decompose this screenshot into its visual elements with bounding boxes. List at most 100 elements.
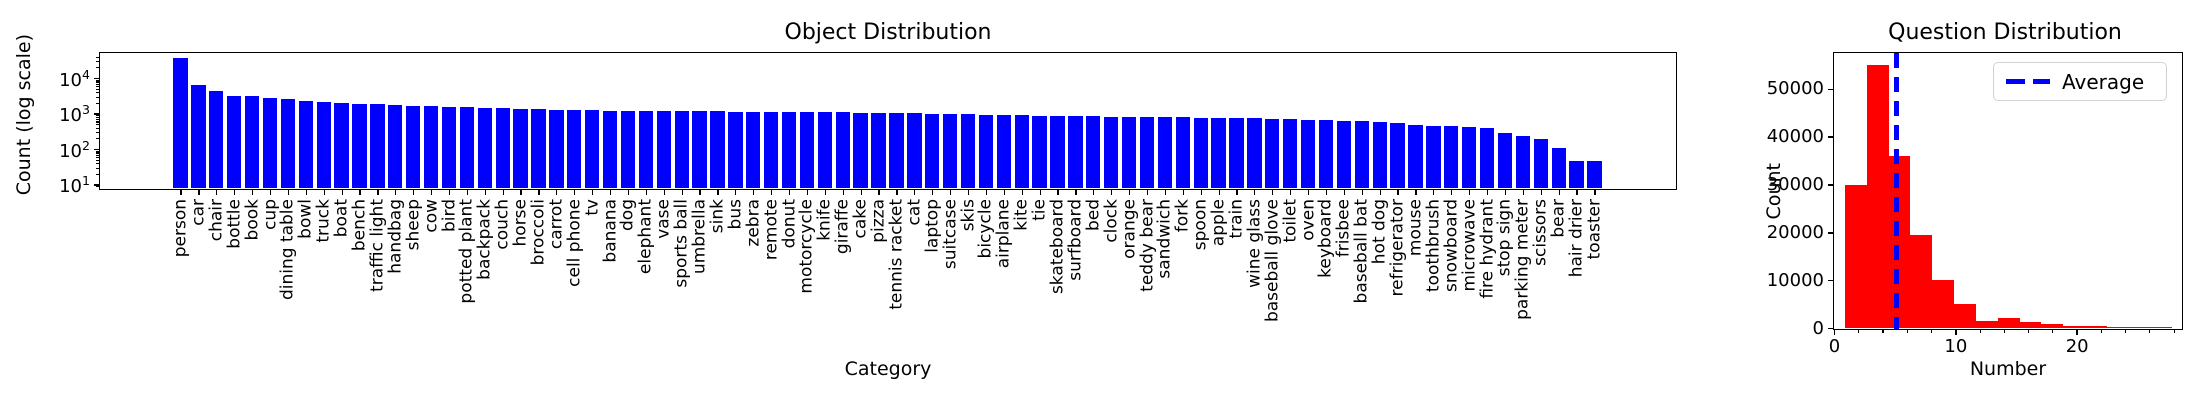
x-tick-mark [1093, 190, 1095, 195]
x-minor-tick-mark [1906, 330, 1908, 333]
y-minor-tick-mark [95, 92, 100, 94]
hist-bin-3 [1910, 234, 1933, 328]
category-tick-label: vase [653, 199, 674, 239]
legend: Average [1993, 62, 2167, 101]
bar-suitcase [942, 113, 958, 188]
y-tick-label: 102 [59, 137, 90, 162]
x-tick-mark [538, 190, 540, 195]
category-tick-label: bench [349, 199, 370, 252]
category-tick-label: motorcycle [796, 199, 817, 294]
bar-toothbrush [1426, 125, 1441, 188]
bar-bed [1086, 116, 1101, 188]
right-x-axis-label: Number [1969, 358, 2047, 380]
category-tick-label: dog [617, 199, 638, 231]
x-tick-mark [717, 190, 719, 195]
y-tick-label: 101 [59, 173, 90, 198]
hist-bin-11 [2085, 326, 2107, 328]
x-tick-mark [950, 190, 952, 195]
x-tick-mark [1576, 190, 1578, 195]
hist-bin-4 [1932, 280, 1955, 328]
category-tick-label: teddy bear [1137, 199, 1158, 292]
category-tick-label: skis [958, 199, 979, 232]
bar-truck [316, 102, 331, 188]
category-tick-label: boat [331, 199, 352, 238]
category-tick-label: fire hydrant [1477, 199, 1498, 299]
x-tick-label: 10 [1944, 336, 1968, 357]
x-tick-mark [1290, 190, 1292, 195]
x-tick-mark [1111, 190, 1113, 195]
category-tick-label: clock [1101, 199, 1122, 243]
x-tick-mark [341, 190, 343, 195]
x-tick-mark [645, 190, 647, 195]
y-minor-tick-mark [95, 173, 100, 175]
bar-bottle [227, 96, 242, 188]
category-tick-label: toothbrush [1423, 199, 1444, 293]
x-tick-mark [1558, 190, 1560, 195]
category-tick-label: carrot [546, 199, 567, 250]
y-minor-tick-mark [95, 88, 100, 90]
category-tick-label: broccoli [528, 199, 549, 266]
x-tick-mark [287, 190, 289, 195]
bar-sink [710, 111, 725, 188]
bar-kite [1014, 115, 1029, 188]
bar-bus [728, 111, 743, 188]
y-tick-mark [1827, 232, 1834, 234]
hist-bin-7 [1997, 318, 2020, 328]
category-tick-label: truck [313, 199, 334, 243]
bar-mouse [1408, 124, 1423, 188]
bar-wine glass [1247, 118, 1262, 188]
category-tick-label: donut [779, 199, 800, 249]
x-tick-mark [1129, 190, 1131, 195]
category-tick-label: handbag [385, 199, 406, 274]
x-tick-mark [985, 190, 988, 195]
category-tick-label: book [242, 199, 263, 241]
bar-tennis racket [889, 112, 904, 188]
bar-sandwich [1157, 117, 1173, 188]
x-tick-mark [1254, 190, 1256, 195]
bar-bowl [298, 100, 313, 188]
y-minor-tick-mark [95, 102, 100, 104]
category-tick-label: baseball bat [1351, 199, 1372, 304]
x-tick-mark [788, 190, 791, 195]
x-minor-tick-mark [2003, 330, 2005, 333]
category-tick-label: pizza [868, 199, 889, 243]
bar-toaster [1587, 161, 1602, 188]
category-tick-label: stop sign [1494, 199, 1515, 277]
bar-motorcycle [799, 112, 815, 188]
bar-cell phone [567, 109, 582, 188]
x-tick-mark [431, 190, 433, 195]
y-minor-tick-mark [95, 138, 100, 140]
hist-bin-5 [1954, 304, 1976, 328]
y-minor-tick-mark [95, 159, 100, 161]
x-tick-mark [1164, 190, 1166, 195]
category-tick-label: horse [510, 199, 531, 247]
bar-oven [1300, 119, 1316, 188]
bar-cake [853, 112, 868, 188]
x-tick-mark [1415, 190, 1417, 195]
category-tick-label: snowboard [1441, 199, 1462, 293]
category-tick-label: refrigerator [1387, 199, 1408, 297]
bar-orange [1121, 116, 1137, 188]
x-tick-mark [592, 190, 594, 195]
category-tick-label: hot dog [1369, 199, 1390, 265]
y-minor-tick-mark [95, 167, 100, 169]
x-minor-tick-mark [1931, 330, 1933, 333]
bar-elephant [638, 110, 654, 188]
y-minor-tick-mark [95, 124, 100, 126]
category-tick-label: orange [1119, 199, 1140, 259]
category-tick-label: remote [761, 199, 782, 261]
x-tick-mark [252, 190, 254, 195]
x-tick-mark [1504, 190, 1507, 195]
hist-bin-1 [1866, 64, 1889, 328]
bar-cow [423, 105, 439, 188]
bar-banana [602, 110, 618, 188]
y-minor-tick-mark [95, 116, 100, 119]
category-tick-label: sandwich [1154, 199, 1175, 279]
y-tick-label: 50000 [1766, 78, 1824, 100]
x-tick-mark [735, 190, 737, 195]
left-chart-title: Object Distribution [784, 20, 992, 45]
x-tick-mark [502, 190, 504, 195]
category-tick-label: microwave [1459, 199, 1480, 292]
hist-bin-0 [1844, 184, 1867, 328]
x-minor-tick-mark [2028, 330, 2030, 333]
